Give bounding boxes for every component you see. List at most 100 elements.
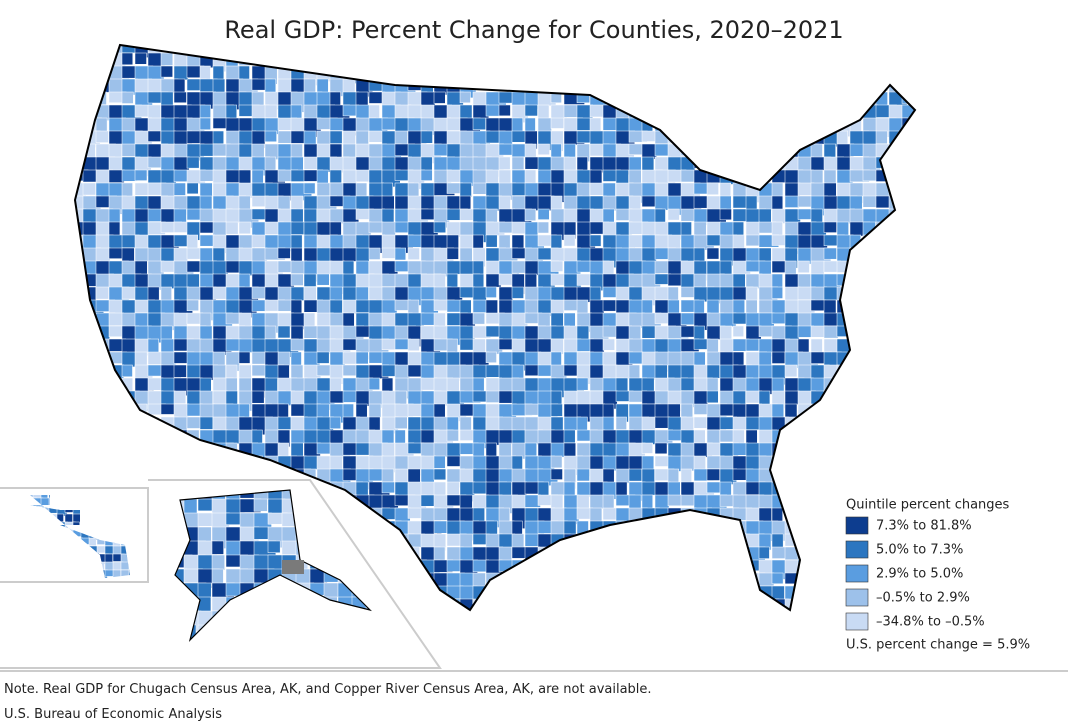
county <box>914 78 915 92</box>
county <box>472 312 485 325</box>
county <box>706 481 721 494</box>
county <box>267 596 289 615</box>
county <box>75 299 87 320</box>
county <box>303 52 319 65</box>
county <box>784 468 801 487</box>
county <box>56 553 65 561</box>
county <box>316 364 331 376</box>
county <box>771 117 787 133</box>
county <box>295 512 318 533</box>
county <box>134 520 156 533</box>
county <box>173 468 185 481</box>
county <box>720 612 739 632</box>
county <box>72 495 84 501</box>
county <box>290 130 307 144</box>
county <box>719 104 734 122</box>
county <box>693 585 714 599</box>
county <box>498 585 520 605</box>
county <box>356 612 376 624</box>
county <box>80 577 92 578</box>
county <box>914 45 915 58</box>
county <box>667 104 683 119</box>
county <box>914 221 915 233</box>
county <box>108 520 130 538</box>
county <box>128 545 130 559</box>
county <box>511 572 529 593</box>
county <box>706 247 720 260</box>
county <box>797 78 813 97</box>
county <box>121 442 138 455</box>
county <box>719 130 741 151</box>
county <box>253 526 269 540</box>
county <box>758 273 774 289</box>
county <box>337 610 356 624</box>
county <box>30 513 32 523</box>
county <box>238 455 252 468</box>
county <box>160 481 182 502</box>
county <box>82 338 99 360</box>
county <box>160 494 175 513</box>
county <box>550 169 565 186</box>
county <box>329 130 343 144</box>
county <box>680 546 693 563</box>
county <box>862 247 882 262</box>
county <box>811 612 825 630</box>
county <box>836 468 853 487</box>
county <box>563 429 576 444</box>
alaska-inset-frame <box>0 479 442 669</box>
county <box>238 273 251 289</box>
county <box>823 559 837 574</box>
county <box>810 494 823 511</box>
county <box>706 130 726 143</box>
county <box>147 494 164 511</box>
county <box>75 351 91 371</box>
county <box>498 221 513 234</box>
county <box>420 65 441 84</box>
county <box>862 390 881 404</box>
county <box>589 403 605 419</box>
county <box>758 195 773 211</box>
county <box>836 377 852 391</box>
county <box>667 299 680 314</box>
county <box>667 65 687 85</box>
county <box>75 338 84 353</box>
county <box>862 195 877 208</box>
county <box>147 520 161 533</box>
county <box>888 416 906 436</box>
county <box>602 572 614 587</box>
county <box>82 403 100 422</box>
county <box>901 156 915 173</box>
county <box>267 540 281 553</box>
county <box>82 78 97 97</box>
county <box>277 585 291 603</box>
county <box>797 442 816 456</box>
county <box>161 612 175 629</box>
county <box>641 416 656 430</box>
county <box>290 52 305 64</box>
county <box>433 65 454 86</box>
county <box>446 442 461 457</box>
county <box>758 156 776 172</box>
county <box>914 91 915 110</box>
county <box>309 512 333 529</box>
county <box>80 497 94 511</box>
county <box>75 442 90 454</box>
county <box>875 52 889 64</box>
county <box>95 468 115 488</box>
county <box>394 195 409 212</box>
county <box>355 52 371 68</box>
county <box>901 234 915 252</box>
county <box>693 416 708 429</box>
county <box>355 572 372 593</box>
county <box>253 596 274 615</box>
county <box>732 130 754 149</box>
county <box>225 104 238 121</box>
county <box>719 117 731 131</box>
county <box>641 546 655 565</box>
county <box>351 624 370 640</box>
county <box>589 429 606 445</box>
county <box>602 546 623 567</box>
county <box>823 91 844 105</box>
county <box>719 559 736 578</box>
